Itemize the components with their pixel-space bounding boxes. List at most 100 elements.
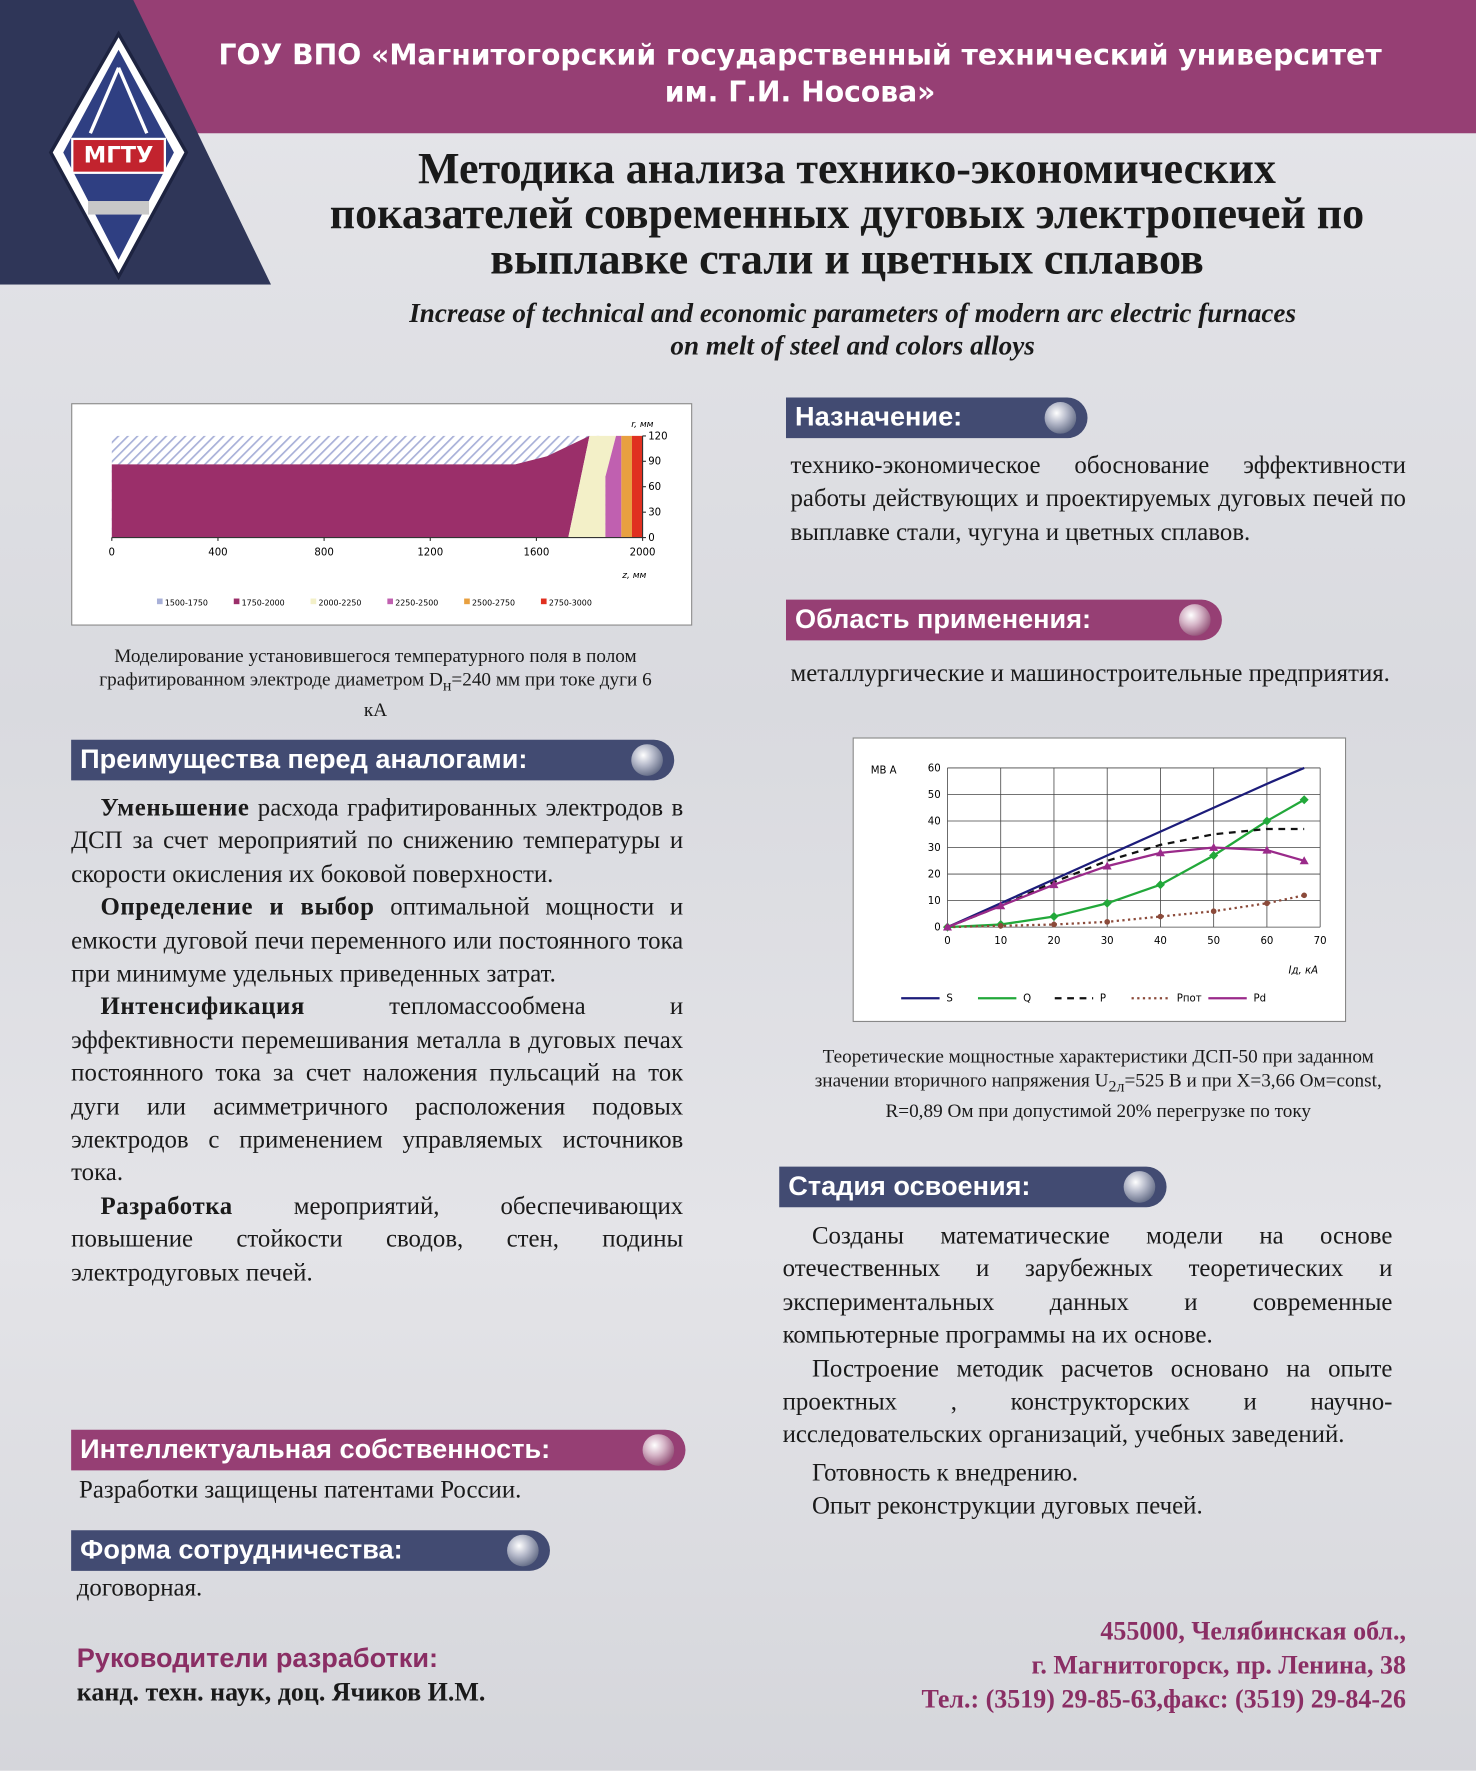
x-tick-label: 20 [1047, 936, 1060, 947]
lead: Уменьшение [100, 792, 250, 822]
point [1209, 843, 1219, 851]
address-line: г. Магнитогорск, пр. Ленина, 38 [1031, 1651, 1406, 1680]
point [1264, 900, 1270, 907]
section-heading: Область применения: [785, 599, 1222, 641]
address-line: Тел.: (3519) 29-85-63,факс: (3519) 29-84… [921, 1684, 1406, 1714]
org-line: им. Г.И. Носова» [664, 75, 936, 109]
x-tick-label: 1600 [523, 548, 549, 559]
x-axis-label: z, мм [621, 571, 646, 581]
point [997, 923, 1004, 929]
paragraph: Разработка мероприятий, обеспечивающих п… [71, 1189, 683, 1289]
ball-icon [642, 1434, 675, 1466]
subtitle-line: on melt of steel and colors alloys [670, 332, 1035, 362]
text: оптимальной мощности и емкости дуговой п… [71, 892, 684, 988]
series-line [947, 846, 1305, 929]
y-tick-label: 60 [648, 482, 661, 493]
point [1102, 898, 1112, 908]
legend-swatch [540, 598, 547, 605]
legend-swatch [310, 598, 317, 605]
cooperation-text: договорная. [76, 1573, 203, 1602]
x-tick-label: 0 [944, 936, 950, 947]
paragraph: Готовность к внедрению. [811, 1457, 1079, 1486]
caption-text: =525 В и при X=3,66 Ом=const, R=0,89 Ом … [885, 1069, 1382, 1122]
title-line: показателей современных дуговых электроп… [329, 189, 1365, 239]
y-tick-label: 10 [928, 896, 941, 907]
paragraph: Построение методик расчетов основано на … [782, 1353, 1393, 1449]
x-tick-label: 60 [1260, 936, 1273, 947]
legend-label: 1500-1750 [165, 598, 208, 607]
legend-swatch [233, 598, 240, 605]
legend-label: 2750-3000 [549, 598, 592, 607]
legend-label: S [946, 994, 952, 1005]
series-line [947, 798, 1305, 929]
leaders-heading: Руководители разработки: [76, 1643, 439, 1674]
chart-power: 0 10 20 30 40 50 60 0 10 20 30 40 50 60 70 МВ А Iд, кА S Q… [852, 737, 1347, 1023]
x-axis-label: Iд, кА [1289, 965, 1319, 976]
heading-text: Форма сотрудничества: [80, 1534, 403, 1566]
point [1102, 861, 1112, 870]
text: мероприятий, обеспечивающих повышение ст… [71, 1191, 684, 1286]
text: тепломассообмена и эффективности перемеш… [71, 992, 684, 1187]
subtitle-line: Increase of technical and economic param… [409, 299, 1297, 329]
section-heading: Форма сотрудничества: [71, 1530, 550, 1571]
ip-text: Разработки защищены патентами России. [79, 1474, 522, 1504]
region [631, 435, 643, 538]
legend-label: Q [1023, 994, 1031, 1005]
point [1049, 912, 1059, 922]
legend-label: Pd [1254, 994, 1267, 1005]
series-line [947, 894, 1305, 929]
y-tick-label: 50 [928, 790, 941, 801]
legend-label: 1750-2000 [242, 598, 285, 607]
legend-label: 2000-2250 [318, 598, 361, 607]
y-axis-label: r, мм [631, 420, 653, 430]
point [1210, 908, 1217, 915]
y-tick-label: 40 [928, 816, 941, 827]
legend-swatch [387, 598, 393, 605]
caption-text: Теоретические мощностные характеристики … [814, 1045, 1374, 1091]
point [1299, 795, 1309, 805]
heading-text: Интеллектуальная собственность: [80, 1434, 551, 1465]
application-text: металлургические и машиностроительные пр… [790, 658, 1390, 687]
y-tick-label: 60 [928, 763, 941, 774]
x-tick-label: 0 [109, 548, 115, 559]
point [1262, 816, 1272, 826]
section-heading: Интеллектуальная собственность: [71, 1429, 686, 1471]
lead: Определение и выбор [100, 892, 375, 921]
point [1049, 880, 1059, 889]
paragraph: Созданы математические модели на основе … [782, 1220, 1393, 1349]
paragraph: Определение и выбор оптимальной мощности… [71, 890, 683, 990]
legend-label: 2250-2500 [395, 598, 438, 607]
point [1155, 848, 1165, 857]
legend-label: Pпот [1177, 994, 1202, 1005]
address: 455000, Челябинская обл., г. Магнитогорс… [922, 1615, 1406, 1717]
heading-text: Назначение: [795, 402, 963, 433]
ball-icon [507, 1534, 539, 1567]
point [996, 901, 1006, 910]
x-tick-label: 40 [1154, 936, 1167, 947]
paragraph: Интенсификация тепломассообмена и эффект… [71, 990, 683, 1189]
legend-swatch [464, 598, 470, 605]
y-tick-label: 20 [928, 869, 941, 880]
paragraph: Уменьшение расхода графитированных элект… [71, 791, 683, 891]
x-tick-label: 30 [1101, 936, 1114, 947]
caption-sub: 2л [1108, 1077, 1125, 1096]
region [621, 435, 632, 538]
section-heading: Назначение: [785, 397, 1088, 439]
title-line: выплавке стали и цветных сплавов [490, 234, 1204, 284]
chart2-caption: Теоретические мощностные характеристики … [791, 1045, 1406, 1123]
heading-text: Область применения: [795, 604, 1092, 635]
ball-icon [1123, 1171, 1156, 1203]
point [1051, 921, 1057, 928]
y-tick-label: 120 [648, 431, 667, 442]
advantages-text: Уменьшение расхода графитированных элект… [71, 791, 683, 1289]
x-tick-label: 50 [1207, 936, 1220, 947]
org-line: ГОУ ВПО «Магнитогорский государственный … [218, 38, 1382, 72]
section-heading: Преимущества перед аналогами: [71, 739, 675, 781]
title: Методика анализа технико-экономических п… [248, 146, 1445, 284]
stage-text: Созданы математические модели на основе … [783, 1219, 1393, 1522]
y-tick-label: 0 [648, 533, 654, 544]
chart1-caption: Моделирование установившегося температур… [90, 644, 660, 722]
x-tick-label: 2000 [630, 548, 656, 559]
